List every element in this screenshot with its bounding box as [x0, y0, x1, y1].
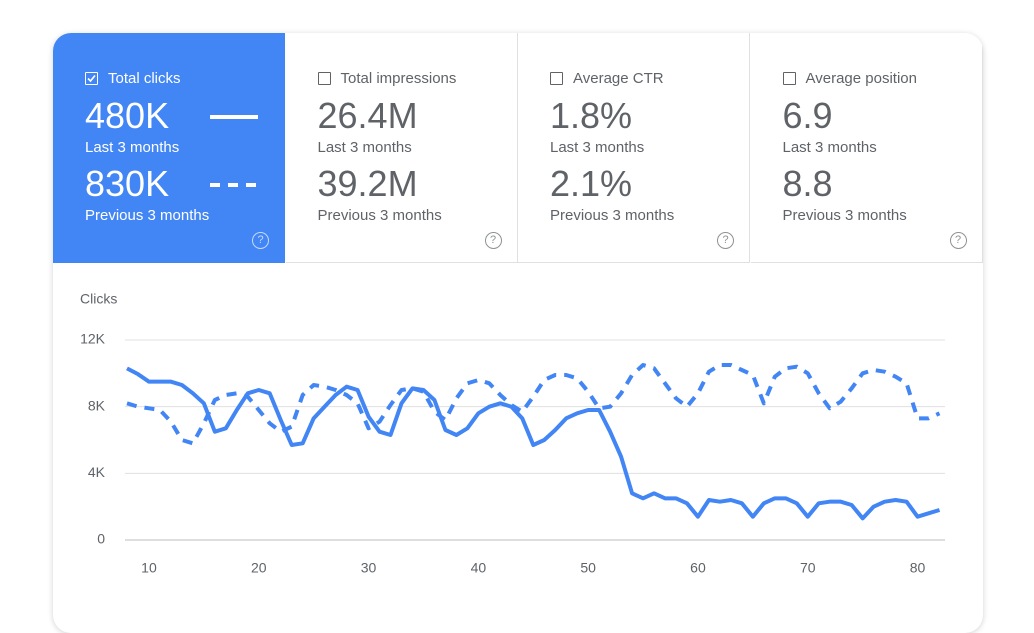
x-tick-label: 50 [580, 560, 596, 576]
metric-previous: 39.2M [317, 163, 418, 204]
x-tick-label: 20 [251, 560, 267, 576]
check-mark [87, 74, 96, 83]
checkbox[interactable] [317, 72, 331, 85]
metric-label: Total impressions [340, 70, 457, 87]
metric-tile[interactable]: Total impressions 26.4M Last 3 months 39.2M… [285, 33, 518, 263]
checkbox[interactable] [85, 72, 98, 85]
metric-current: 1.8% [550, 95, 633, 136]
metric-current: 480K [85, 95, 170, 136]
metric-label: Total clicks [108, 70, 181, 87]
help-icon[interactable]: ? [484, 232, 502, 249]
x-tick-label: 70 [800, 560, 816, 576]
series-line [126, 366, 941, 521]
legend-swatches [210, 115, 258, 187]
metric-current: 26.4M [317, 95, 418, 136]
period-label: Last 3 months [85, 139, 180, 156]
metric-tile[interactable]: Total clicks 480K Last 3 months 830K Previou… [53, 33, 285, 263]
checkbox[interactable] [782, 72, 796, 85]
y-tick-label: 0 [97, 531, 105, 547]
y-axis-label: Clicks [80, 291, 117, 307]
x-tick-label: 10 [141, 560, 157, 576]
period-label: Previous 3 months [317, 207, 442, 224]
metric-previous: 2.1% [550, 163, 633, 204]
performance-card: Total clicks 480K Last 3 months 830K Previou… [53, 33, 983, 633]
metric-previous: 830K [85, 163, 170, 204]
period-label: Last 3 months [317, 139, 412, 156]
metric-current: 6.9 [782, 95, 833, 136]
y-tick-label: 8K [88, 397, 106, 413]
help-icon[interactable]: ? [717, 232, 734, 249]
x-tick-label: 30 [361, 560, 377, 576]
metric-tile[interactable]: Average position 6.9 Last 3 months 8.8 Previ… [750, 33, 983, 263]
help-icon[interactable]: ? [949, 232, 967, 249]
metric-label: Average position [805, 70, 917, 87]
metric-tile[interactable]: Average CTR 1.8% Last 3 months 2.1% Previous… [518, 33, 750, 263]
metric-previous: 8.8 [782, 163, 833, 204]
period-label: Previous 3 months [550, 207, 675, 224]
metric-label: Average CTR [573, 70, 664, 87]
y-tick-label: 4K [88, 464, 106, 480]
y-tick-label: 12K [80, 331, 106, 347]
x-tick-label: 40 [471, 560, 487, 576]
period-label: Last 3 months [550, 139, 645, 156]
period-label: Previous 3 months [85, 207, 210, 224]
page: Total clicks 480K Last 3 months 830K Previou… [53, 33, 983, 576]
help-icon[interactable]: ? [252, 232, 269, 249]
x-tick-label: 80 [910, 560, 926, 576]
period-label: Last 3 months [782, 139, 877, 156]
x-tick-label: 60 [690, 560, 706, 576]
chart: Clicks 0 4K 8K 12K 10 20 30 40 50 60 70 80 [80, 291, 945, 576]
series-line [126, 363, 941, 446]
period-label: Previous 3 months [782, 207, 907, 224]
checkbox[interactable] [550, 72, 563, 85]
